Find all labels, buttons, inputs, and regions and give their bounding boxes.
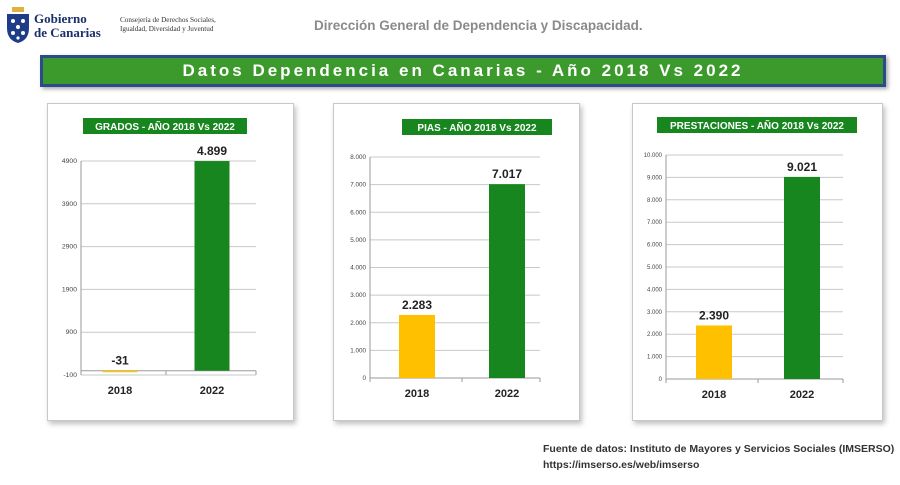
y-tick-label: 4.000: [647, 287, 663, 293]
y-tick-label: 5.000: [647, 265, 663, 271]
chart-svg: GRADOS - AÑO 2018 Vs 2022 4900 3900 2900 190…: [62, 118, 257, 397]
x-tick-label: 2022: [790, 389, 814, 401]
chart-prestaciones: PRESTACIONES - AÑO 2018 Vs 2022 10.000 9.0…: [632, 103, 883, 421]
y-tick-label: 1900: [62, 286, 77, 293]
y-tick-label: 5.000: [350, 237, 366, 244]
page-banner: Datos Dependencia en Canarias - Año 2018…: [40, 55, 886, 87]
y-tick-label: 4900: [62, 158, 77, 165]
x-tick-label: 2022: [200, 385, 224, 397]
direccion-general-title: Dirección General de Dependencia y Disca…: [314, 18, 643, 33]
coat-of-arms-logo: [7, 7, 29, 43]
x-tick-label: 2022: [495, 388, 519, 400]
y-tick-label: 2.000: [647, 332, 663, 338]
data-label: 4.899: [197, 144, 227, 158]
chart-title: GRADOS - AÑO 2018 Vs 2022: [95, 120, 235, 133]
consejeria-line-1: Consejería de Derechos Sociales,: [120, 16, 216, 24]
bar-2018: [102, 370, 138, 373]
data-label: 2.390: [699, 308, 729, 322]
data-label: 9.021: [787, 160, 817, 174]
y-tick-label: 9.000: [647, 175, 663, 181]
chart-title: PIAS - AÑO 2018 Vs 2022: [417, 121, 537, 134]
x-tick-label: 2018: [405, 388, 429, 400]
chart-title-box: [402, 119, 552, 135]
data-source: Fuente de datos: Instituto de Mayores y …: [543, 441, 894, 473]
y-tick-label: 1.000: [350, 347, 366, 354]
bar-2022: [489, 184, 525, 378]
y-tick-label: 0: [659, 377, 663, 383]
y-tick-label: 8.000: [350, 154, 366, 161]
chart-title: PRESTACIONES - AÑO 2018 Vs 2022: [670, 119, 844, 132]
bar-2022: [194, 161, 230, 371]
banner-title: Datos Dependencia en Canarias - Año 2018…: [182, 61, 744, 80]
x-tick-label: 2018: [702, 389, 726, 401]
source-line: Fuente de datos: Instituto de Mayores y …: [543, 443, 895, 455]
y-tick-label: 1.000: [647, 355, 663, 361]
y-tick-label: -100: [63, 372, 77, 379]
chart-title-box: [83, 118, 247, 134]
bar-2018: [399, 314, 435, 378]
y-tick-label: 4.000: [350, 265, 366, 272]
chart-svg: PIAS - AÑO 2018 Vs 2022 8.000 7.000 6.000 5.…: [350, 119, 552, 400]
y-tick-label: 3.000: [647, 310, 663, 316]
bar-2022: [784, 176, 820, 379]
y-tick-label: 2.000: [350, 320, 366, 327]
y-tick-label: 900: [66, 329, 78, 336]
chart-svg: PRESTACIONES - AÑO 2018 Vs 2022 10.000 9.0…: [644, 117, 857, 401]
y-tick-label: 2900: [62, 244, 77, 251]
x-tick-label: 2018: [108, 385, 132, 397]
data-label: 2.283: [402, 298, 432, 312]
y-tick-label: 3.000: [350, 292, 366, 299]
y-tick-label: 10.000: [644, 153, 663, 159]
y-tick-label: 8.000: [647, 198, 663, 204]
chart-title-box: [657, 117, 857, 133]
brand-name: Gobierno de Canarias: [34, 12, 101, 40]
y-tick-label: 3900: [62, 201, 77, 208]
source-url: https://imserso.es/web/imserso: [543, 459, 700, 471]
data-label: -31: [111, 354, 129, 368]
brand-line-2: de Canarias: [34, 25, 101, 40]
consejeria-line-2: Igualdad, Diversidad y Juventud: [120, 24, 214, 33]
y-tick-label: 6.000: [647, 243, 663, 249]
data-label: 7.017: [492, 167, 522, 181]
y-tick-label: 7.000: [350, 182, 366, 189]
consejeria-name: Consejería de Derechos Sociales, Igualda…: [120, 16, 216, 33]
y-tick-label: 6.000: [350, 209, 366, 216]
chart-pias: PIAS - AÑO 2018 Vs 2022 8.000 7.000 6.000 5.…: [333, 103, 580, 421]
brand-line-1: Gobierno: [34, 11, 87, 26]
y-tick-label: 7.000: [647, 220, 663, 226]
chart-grados: GRADOS - AÑO 2018 Vs 2022 4900 3900 2900 190…: [47, 103, 294, 421]
y-tick-label: 0: [362, 375, 366, 382]
bar-2018: [696, 325, 732, 379]
